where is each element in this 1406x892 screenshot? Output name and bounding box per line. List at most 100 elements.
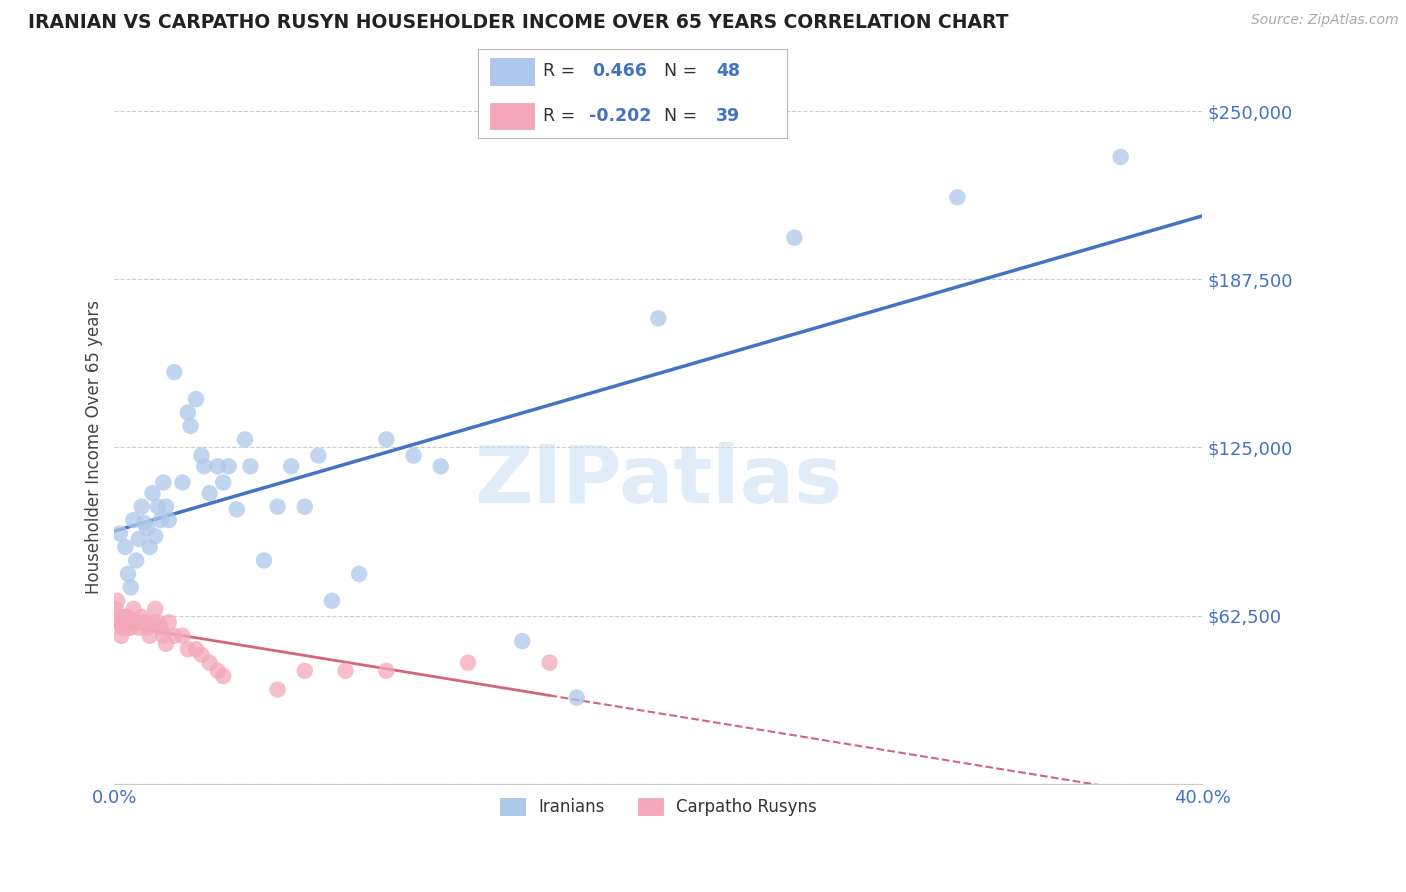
Point — [647, 311, 669, 326]
Point — [122, 513, 145, 527]
Text: 0.466: 0.466 — [592, 62, 647, 80]
Point — [143, 529, 166, 543]
Legend: Iranians, Carpatho Rusyns: Iranians, Carpatho Rusyns — [494, 791, 824, 822]
Point — [125, 615, 148, 630]
Point — [565, 690, 588, 705]
Point — [131, 610, 153, 624]
Point — [946, 190, 969, 204]
Point — [155, 637, 177, 651]
Point — [198, 656, 221, 670]
Point — [172, 475, 194, 490]
Text: R =: R = — [543, 62, 581, 80]
Point — [110, 629, 132, 643]
FancyBboxPatch shape — [491, 58, 534, 85]
Point — [347, 566, 370, 581]
Point — [105, 594, 128, 608]
Point — [172, 629, 194, 643]
Point — [233, 433, 256, 447]
FancyBboxPatch shape — [491, 103, 534, 129]
Point — [149, 513, 172, 527]
Point — [512, 634, 534, 648]
Point — [207, 664, 229, 678]
Point — [117, 566, 139, 581]
Point — [225, 502, 247, 516]
Point — [141, 486, 163, 500]
Point — [108, 526, 131, 541]
Text: N =: N = — [664, 62, 703, 80]
Y-axis label: Householder Income Over 65 years: Householder Income Over 65 years — [86, 301, 103, 594]
Point — [120, 580, 142, 594]
Point — [115, 621, 138, 635]
Point — [122, 602, 145, 616]
Point — [184, 392, 207, 406]
Point — [212, 669, 235, 683]
Point — [155, 500, 177, 514]
Point — [114, 610, 136, 624]
Point — [307, 449, 329, 463]
Point — [125, 553, 148, 567]
Point — [139, 629, 162, 643]
Point — [190, 449, 212, 463]
Point — [218, 459, 240, 474]
Point — [266, 500, 288, 514]
Point — [429, 459, 451, 474]
Point — [177, 642, 200, 657]
Point — [193, 459, 215, 474]
Point — [136, 621, 159, 635]
Point — [294, 500, 316, 514]
Point — [184, 642, 207, 657]
Point — [117, 610, 139, 624]
Point — [239, 459, 262, 474]
Point — [141, 615, 163, 630]
Point — [457, 656, 479, 670]
Point — [114, 540, 136, 554]
Text: ZIPatlas: ZIPatlas — [474, 442, 842, 520]
Point — [120, 621, 142, 635]
Point — [321, 594, 343, 608]
Point — [207, 459, 229, 474]
Text: N =: N = — [664, 107, 703, 125]
Point — [375, 664, 398, 678]
Point — [146, 615, 169, 630]
Text: 39: 39 — [716, 107, 741, 125]
Point — [146, 500, 169, 514]
Point — [538, 656, 561, 670]
Text: Source: ZipAtlas.com: Source: ZipAtlas.com — [1251, 13, 1399, 28]
Point — [112, 615, 135, 630]
Point — [266, 682, 288, 697]
Point — [335, 664, 357, 678]
Text: IRANIAN VS CARPATHO RUSYN HOUSEHOLDER INCOME OVER 65 YEARS CORRELATION CHART: IRANIAN VS CARPATHO RUSYN HOUSEHOLDER IN… — [28, 13, 1008, 32]
Point — [143, 602, 166, 616]
Text: -0.202: -0.202 — [589, 107, 652, 125]
Point — [157, 513, 180, 527]
Point — [134, 516, 156, 530]
Point — [783, 230, 806, 244]
Point — [136, 521, 159, 535]
Point — [163, 365, 186, 379]
Point — [128, 621, 150, 635]
Point — [212, 475, 235, 490]
Point — [163, 629, 186, 643]
Point — [375, 433, 398, 447]
Point — [253, 553, 276, 567]
Point — [111, 621, 134, 635]
Point — [1109, 150, 1132, 164]
Point — [107, 615, 129, 630]
Point — [180, 419, 202, 434]
Point — [134, 615, 156, 630]
Text: 48: 48 — [716, 62, 741, 80]
Point — [128, 532, 150, 546]
Point — [190, 648, 212, 662]
Point — [198, 486, 221, 500]
Point — [149, 621, 172, 635]
Point — [139, 540, 162, 554]
Point — [152, 475, 174, 490]
Point — [152, 629, 174, 643]
Point — [280, 459, 302, 474]
Point — [294, 664, 316, 678]
Point — [108, 610, 131, 624]
Point — [402, 449, 425, 463]
Point — [131, 500, 153, 514]
Point — [104, 602, 127, 616]
Point — [157, 615, 180, 630]
